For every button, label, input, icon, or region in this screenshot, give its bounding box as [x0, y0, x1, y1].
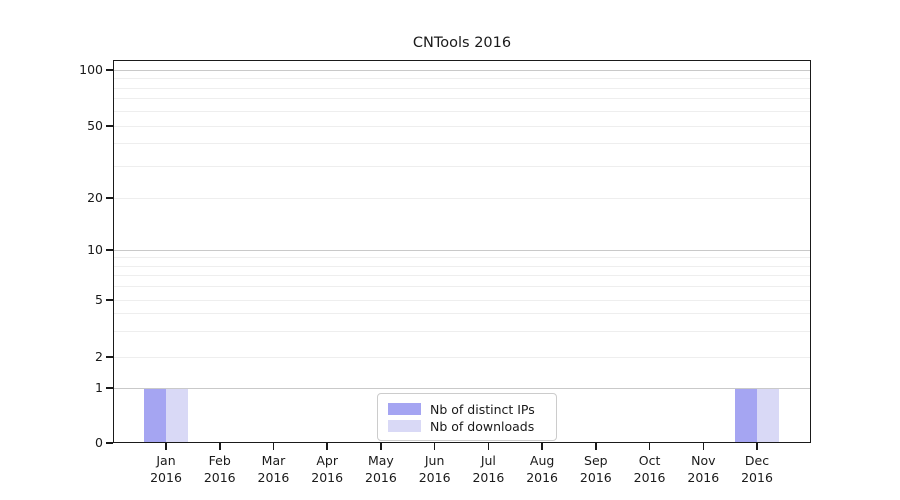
y-tick-mark: [106, 125, 113, 127]
x-tick-mark: [326, 443, 328, 450]
bar-downloads: [166, 388, 188, 443]
gridline-minor: [113, 286, 811, 288]
x-tick-mark: [272, 443, 275, 450]
legend-item-distinct-ips: Nb of distinct IPs: [388, 401, 546, 417]
x-tick-mark: [165, 443, 167, 450]
legend-item-downloads: Nb of downloads: [388, 418, 546, 434]
legend-swatch-distinct-ips-icon: [388, 403, 421, 415]
gridline-minor: [113, 165, 811, 167]
x-tick-label-year: 2016: [741, 470, 773, 485]
y-tick-label: 50: [87, 118, 103, 133]
x-tick-label-year: 2016: [687, 470, 720, 485]
x-tick-mark: [541, 443, 543, 450]
x-tick-label-year: 2016: [472, 470, 505, 485]
gridline-minor: [113, 78, 811, 79]
y-tick-label: 10: [87, 242, 103, 257]
legend-label-downloads: Nb of downloads: [430, 418, 535, 434]
x-tick-label: Feb 2016: [190, 452, 250, 486]
legend: Nb of distinct IPs Nb of downloads: [377, 393, 557, 441]
x-tick-mark: [433, 443, 436, 450]
gridline-minor: [113, 313, 811, 315]
x-tick-mark: [595, 443, 597, 450]
x-tick-label-year: 2016: [150, 470, 182, 485]
y-tick-mark: [106, 356, 113, 358]
x-tick-mark: [702, 443, 705, 450]
y-tick-label: 2: [95, 349, 103, 364]
x-tick-label-year: 2016: [579, 470, 612, 485]
gridline-minor: [113, 125, 811, 127]
gridline-major: [113, 249, 811, 251]
legend-label-distinct-ips: Nb of distinct IPs: [430, 401, 535, 417]
gridline-major: [113, 69, 811, 71]
y-tick-label: 100: [79, 62, 103, 77]
y-tick-mark: [106, 299, 113, 301]
y-tick-mark: [106, 69, 113, 71]
x-tick-label: Nov 2016: [673, 452, 733, 486]
y-tick-mark: [106, 387, 113, 389]
gridline-minor: [113, 257, 811, 259]
legend-swatch-downloads-icon: [388, 420, 421, 432]
gridline-minor: [113, 356, 811, 358]
x-tick-mark: [380, 443, 382, 450]
x-tick-label: May 2016: [351, 452, 411, 486]
x-tick-label-year: 2016: [257, 470, 290, 485]
x-tick-label: Sep 2016: [566, 452, 626, 486]
y-tick-mark: [106, 197, 113, 199]
gridline-major: [113, 387, 811, 389]
gridline-minor: [113, 87, 811, 89]
x-tick-label: Oct 2016: [620, 452, 680, 486]
chart-title: CNTools 2016: [412, 35, 512, 51]
y-tick-label: 0: [95, 435, 103, 450]
y-tick-label: 5: [95, 292, 103, 307]
gridline-minor: [113, 275, 811, 277]
x-tick-label: Dec 2016: [727, 452, 787, 486]
gridline-minor: [113, 110, 811, 112]
gridline-minor: [113, 265, 811, 267]
x-tick-label-year: 2016: [526, 470, 559, 485]
gridline-minor: [113, 197, 811, 199]
x-tick-mark: [756, 443, 758, 450]
gridline-minor: [113, 331, 811, 333]
x-tick-label: Mar 2016: [243, 452, 303, 486]
bar-distinct-ips: [144, 388, 166, 443]
x-tick-label: Apr 2016: [297, 452, 357, 486]
y-tick-label: 1: [95, 380, 103, 395]
y-tick-mark: [106, 249, 113, 251]
x-tick-mark: [648, 443, 651, 450]
x-tick-label-year: 2016: [203, 470, 236, 485]
x-tick-label: Jun 2016: [405, 452, 465, 486]
x-tick-label: Jan 2016: [136, 452, 196, 486]
gridline-minor: [113, 143, 811, 145]
x-tick-label-year: 2016: [311, 470, 344, 485]
x-tick-label-year: 2016: [633, 470, 666, 485]
plot-area: [113, 60, 811, 443]
gridline-minor: [113, 98, 811, 100]
x-tick-label: Aug 2016: [512, 452, 572, 486]
bar-distinct-ips: [735, 388, 758, 443]
y-tick-label: 20: [87, 190, 103, 205]
x-tick-label-year: 2016: [418, 470, 451, 485]
x-tick-label-year: 2016: [365, 470, 397, 485]
x-tick-mark: [218, 443, 221, 450]
y-tick-mark: [106, 442, 113, 444]
x-tick-mark: [487, 443, 490, 450]
gridline-minor: [113, 299, 811, 301]
bar-downloads: [757, 388, 780, 443]
x-tick-label: Jul 2016: [458, 452, 518, 486]
